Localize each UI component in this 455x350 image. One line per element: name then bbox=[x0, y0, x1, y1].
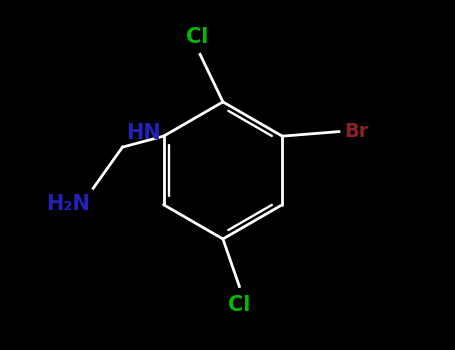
Text: HN: HN bbox=[126, 124, 161, 144]
Text: Cl: Cl bbox=[228, 295, 251, 315]
Text: Cl: Cl bbox=[186, 27, 208, 47]
Text: H₂N: H₂N bbox=[46, 194, 90, 214]
Text: Br: Br bbox=[344, 122, 369, 141]
